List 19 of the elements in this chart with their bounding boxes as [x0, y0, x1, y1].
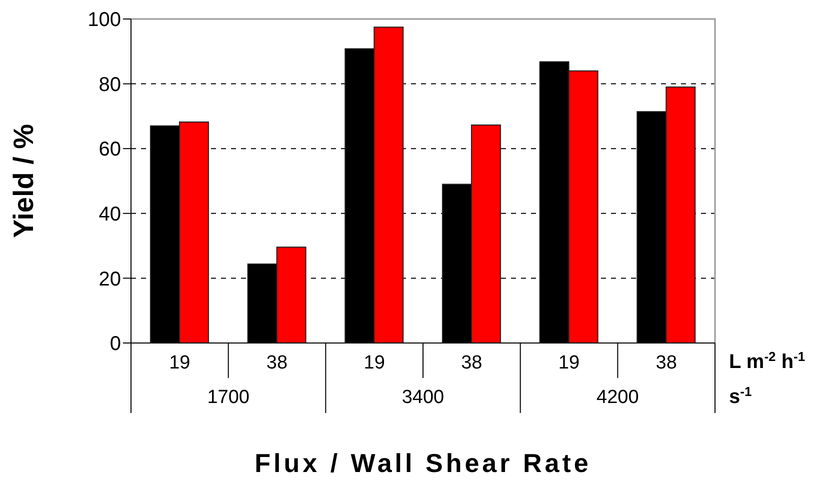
y-axis-title: Yield / % [8, 124, 39, 238]
x-tick-label: 19 [169, 352, 190, 374]
text: L m$^{-2}$ h$^{-1}$ [729, 348, 806, 373]
text: 4200 [596, 387, 639, 408]
y-tick-label: 0 [110, 333, 121, 356]
x-tick-label: 38 [266, 352, 288, 374]
text: s$^{-1}$ [729, 384, 752, 408]
y-tick-label: 40 [98, 204, 121, 226]
y-tick-label: 80 [98, 74, 121, 96]
y-tick-label: 20 [98, 268, 121, 290]
x-tick-label: 19 [364, 352, 385, 374]
x-axis-title: Flux / Wall Shear Rate [254, 448, 592, 478]
x-tick-label: 38 [461, 352, 482, 374]
x-tick-label: 19 [558, 352, 580, 374]
x-tick-label: 38 [656, 352, 677, 374]
text: 3400 [402, 387, 444, 408]
y-tick-label: 60 [98, 138, 121, 161]
y-tick-label: 100 [88, 9, 121, 32]
text: 1700 [207, 387, 250, 408]
